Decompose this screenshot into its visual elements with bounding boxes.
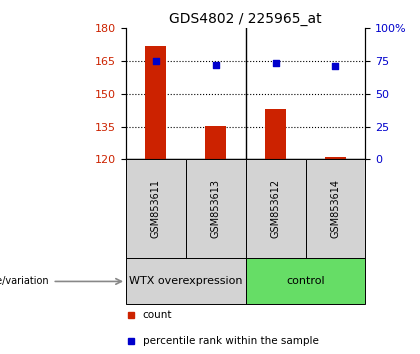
Bar: [186, 159, 246, 258]
Text: GSM853613: GSM853613: [211, 179, 221, 238]
Text: count: count: [143, 310, 172, 320]
Title: GDS4802 / 225965_at: GDS4802 / 225965_at: [169, 12, 322, 26]
Text: control: control: [286, 276, 325, 286]
Text: WTX overexpression: WTX overexpression: [129, 276, 243, 286]
Bar: [306, 159, 365, 258]
Text: GSM853612: GSM853612: [270, 179, 281, 239]
Bar: [145, 46, 166, 159]
Point: [152, 58, 159, 64]
Point: [332, 63, 339, 69]
Point: [213, 62, 219, 68]
Bar: [265, 109, 286, 159]
Bar: [325, 157, 346, 159]
Text: GSM853614: GSM853614: [331, 179, 341, 238]
Bar: [246, 159, 306, 258]
Point: [272, 60, 279, 66]
Text: genotype/variation: genotype/variation: [0, 276, 121, 286]
Bar: [246, 258, 365, 304]
Bar: [126, 258, 246, 304]
Bar: [205, 126, 226, 159]
Text: GSM853611: GSM853611: [151, 179, 161, 238]
Bar: [126, 159, 186, 258]
Text: percentile rank within the sample: percentile rank within the sample: [143, 336, 319, 346]
